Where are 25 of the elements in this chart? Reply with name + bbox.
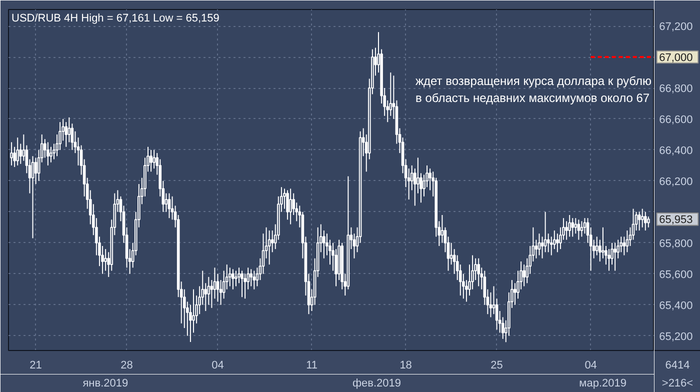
y-tick-label: 67,200 bbox=[659, 21, 693, 34]
y-tick-label: 65,600 bbox=[659, 268, 693, 281]
y-tick-label: 66,800 bbox=[659, 83, 693, 96]
chart-title: USD/RUB 4H High = 67,161 Low = 65,159 bbox=[12, 12, 220, 24]
text: янв.2019 bbox=[82, 378, 128, 390]
x-tick-label: 18 bbox=[400, 360, 412, 372]
x-tick-label: 04 bbox=[212, 360, 224, 372]
y-tick-label: 66,400 bbox=[659, 144, 693, 157]
text: >216< bbox=[662, 378, 694, 390]
x-tick-label: 11 bbox=[306, 360, 318, 372]
annotation: ждет возвращения курса доллара к рублю в область недавних максимумов около 67 bbox=[415, 74, 652, 105]
text: фев.2019 bbox=[352, 378, 401, 390]
y-tick-label: 65,800 bbox=[659, 238, 693, 250]
y-tick-label: 65,200 bbox=[659, 330, 693, 343]
x-tick-label: 28 bbox=[120, 360, 133, 372]
x-tick-label: 21 bbox=[30, 360, 42, 372]
y-tick-label: 65,400 bbox=[659, 300, 693, 312]
y-tick-label: 66,600 bbox=[659, 114, 693, 126]
text: 6414 bbox=[665, 360, 690, 372]
x-tick-label: 25 bbox=[490, 360, 503, 372]
ref-line-label: 67,000 bbox=[659, 52, 693, 64]
y-tick-label: 66,200 bbox=[659, 176, 693, 188]
text: мар.2019 bbox=[579, 378, 626, 390]
x-tick-label: 04 bbox=[584, 360, 597, 372]
text: 65,953 bbox=[659, 214, 693, 226]
